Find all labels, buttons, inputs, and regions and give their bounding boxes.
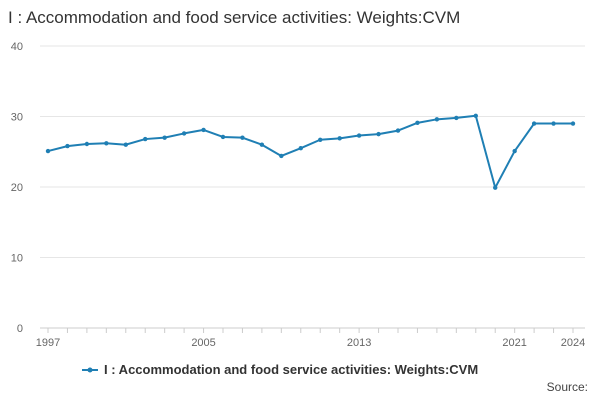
- data-point[interactable]: [298, 146, 303, 151]
- data-point[interactable]: [123, 142, 128, 147]
- data-point[interactable]: [570, 121, 576, 126]
- data-point[interactable]: [65, 143, 70, 149]
- data-point[interactable]: [143, 136, 148, 142]
- legend-marker-icon: [87, 367, 93, 373]
- data-point[interactable]: [415, 120, 420, 126]
- data-point[interactable]: [454, 115, 459, 121]
- data-point[interactable]: [84, 141, 90, 147]
- data-point[interactable]: [395, 128, 401, 133]
- x-tick-label: 2021: [502, 337, 526, 349]
- y-tick-label: 40: [11, 41, 23, 53]
- data-point[interactable]: [337, 136, 342, 141]
- data-point[interactable]: [201, 127, 206, 133]
- source-label: Source:: [546, 380, 588, 394]
- series-group: [45, 113, 576, 190]
- legend: I : Accommodation and food service activ…: [82, 362, 478, 377]
- data-point[interactable]: [376, 131, 381, 137]
- data-point[interactable]: [356, 133, 362, 138]
- x-tick-label: 2024: [561, 337, 585, 349]
- data-point[interactable]: [45, 148, 51, 154]
- legend-label[interactable]: I : Accommodation and food service activ…: [104, 362, 478, 377]
- x-tick-label: 1997: [36, 337, 60, 349]
- y-tick-label: 30: [11, 112, 23, 124]
- data-point[interactable]: [181, 131, 187, 136]
- y-axis-ticks: 0 10 20 30 40: [11, 41, 23, 335]
- series-line: [47, 114, 573, 189]
- data-point[interactable]: [512, 148, 517, 154]
- chart-title: I : Accommodation and food service activ…: [8, 8, 461, 27]
- x-axis-ticks: 1997 2005 2013 2021 2024: [36, 328, 585, 349]
- data-point[interactable]: [259, 142, 265, 147]
- data-point[interactable]: [220, 134, 226, 140]
- data-point[interactable]: [240, 135, 245, 140]
- x-tick-label: 2005: [191, 337, 215, 349]
- data-point[interactable]: [318, 137, 323, 142]
- data-point[interactable]: [279, 153, 284, 159]
- data-point[interactable]: [473, 113, 478, 118]
- x-tick-label: 2013: [347, 337, 371, 349]
- data-point[interactable]: [493, 185, 498, 190]
- y-tick-label: 20: [11, 182, 23, 194]
- y-tick-label: 0: [17, 323, 23, 335]
- data-point[interactable]: [531, 121, 537, 126]
- data-point[interactable]: [434, 117, 440, 122]
- data-point[interactable]: [162, 135, 167, 140]
- data-point[interactable]: [104, 141, 109, 146]
- y-tick-label: 10: [11, 253, 23, 265]
- gridlines: [40, 45, 585, 329]
- data-point[interactable]: [551, 121, 556, 126]
